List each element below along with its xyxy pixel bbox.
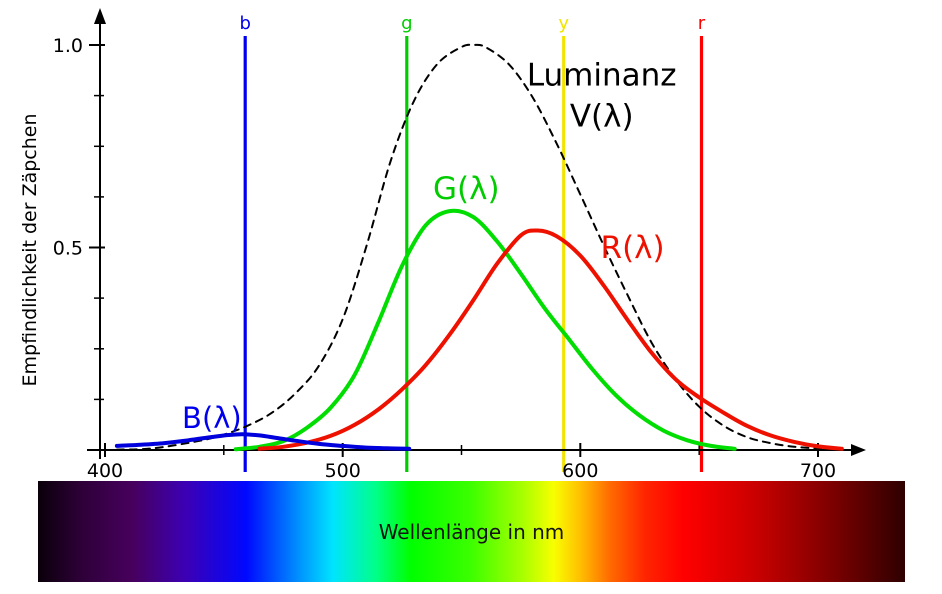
annotation-luminanz-line2: V(λ) bbox=[570, 99, 634, 135]
x-axis-title: Wellenlänge in nm bbox=[378, 519, 565, 544]
annotation-r: R(λ) bbox=[601, 230, 665, 266]
series-curve-r-lambda bbox=[257, 228, 844, 451]
marker-label-b: b bbox=[239, 13, 250, 34]
x-tick-label: 500 bbox=[325, 460, 361, 480]
annotation-b: B(λ) bbox=[182, 401, 242, 435]
x-tick-label: 400 bbox=[87, 460, 123, 480]
marker-label-y: y bbox=[558, 13, 569, 34]
plot-area: b g y r 400 500 600 700 0.5 1.0 Luminanz V(λ) G(λ) R(… bbox=[53, 8, 866, 480]
marker-label-g: g bbox=[401, 13, 412, 34]
y-tick-label: 1.0 bbox=[53, 35, 83, 57]
y-axis-arrow bbox=[94, 8, 106, 24]
marker-label-r: r bbox=[698, 13, 706, 34]
x-tick-label: 600 bbox=[562, 460, 598, 480]
series-curve-v-lambda bbox=[115, 43, 843, 451]
y-tick-label: 0.5 bbox=[53, 238, 83, 260]
annotation-luminanz-line1: Luminanz bbox=[527, 58, 677, 94]
x-tick-label: 700 bbox=[800, 460, 836, 480]
series-curve-g-lambda bbox=[233, 208, 737, 452]
annotation-g: G(λ) bbox=[433, 171, 500, 207]
x-axis-arrow bbox=[851, 444, 866, 456]
series-curve-b-lambda bbox=[114, 432, 412, 451]
spectrum-bar: Wellenlänge in nm bbox=[38, 481, 905, 582]
